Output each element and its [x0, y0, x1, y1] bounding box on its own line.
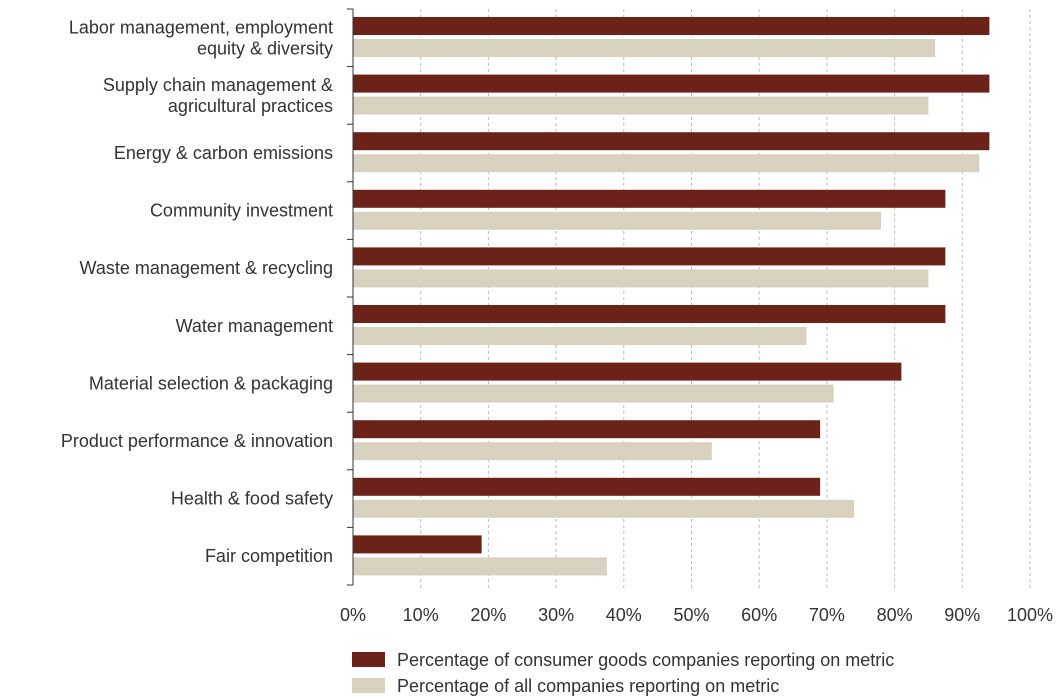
category-label: Water management [176, 316, 333, 336]
bar-all-companies [353, 154, 980, 173]
category-label: Supply chain management & [103, 75, 333, 95]
bar-all-companies [353, 96, 929, 115]
bar-consumer-goods [353, 17, 990, 35]
category-label: Community investment [150, 201, 333, 221]
x-tick-label: 80% [877, 605, 913, 625]
bar-consumer-goods [353, 305, 946, 323]
category-label: agricultural practices [168, 96, 333, 116]
legend: Percentage of consumer goods companies r… [352, 650, 894, 696]
legend-label: Percentage of all companies reporting on… [397, 676, 779, 696]
bar-all-companies [353, 327, 807, 345]
x-tick-label: 50% [673, 605, 709, 625]
x-tick-label: 40% [606, 605, 642, 625]
bar-all-companies [353, 269, 929, 288]
x-tick-label: 30% [538, 605, 574, 625]
bar-consumer-goods [353, 132, 990, 151]
y-axis [347, 8, 354, 586]
x-tick-label: 100% [1007, 605, 1053, 625]
category-label: Fair competition [205, 546, 333, 566]
bar-consumer-goods [353, 189, 946, 208]
category-label: Waste management & recycling [80, 258, 333, 278]
bar-consumer-goods [353, 420, 821, 439]
category-label: Labor management, employment [69, 17, 333, 37]
category-label: Health & food safety [171, 489, 333, 509]
bar-consumer-goods [353, 362, 902, 381]
bar-consumer-goods [353, 477, 821, 496]
bar-consumer-goods [353, 247, 946, 266]
x-tick-label: 20% [470, 605, 506, 625]
category-label: equity & diversity [197, 38, 333, 58]
legend-label: Percentage of consumer goods companies r… [397, 650, 894, 670]
legend-swatch [352, 678, 385, 693]
x-tick-label: 90% [944, 605, 980, 625]
bar-all-companies [353, 211, 882, 230]
x-tick-labels: 0% 10% 20% 30% 40% 50% 60% 70% 80% 90% 100% [340, 605, 1053, 625]
bar-all-companies [353, 384, 834, 403]
bar-consumer-goods [353, 535, 482, 554]
category-label: Product performance & innovation [61, 431, 333, 451]
bar-all-companies [353, 499, 854, 518]
x-tick-label: 70% [809, 605, 845, 625]
x-tick-label: 60% [741, 605, 777, 625]
bars [353, 17, 990, 576]
legend-swatch [352, 652, 385, 667]
category-label: Energy & carbon emissions [114, 143, 333, 163]
bar-all-companies [353, 442, 712, 461]
x-tick-label: 10% [403, 605, 439, 625]
x-tick-label: 0% [340, 605, 366, 625]
category-label: Material selection & packaging [89, 373, 333, 393]
bar-all-companies [353, 39, 936, 57]
bar-consumer-goods [353, 74, 990, 93]
bar-all-companies [353, 557, 607, 576]
